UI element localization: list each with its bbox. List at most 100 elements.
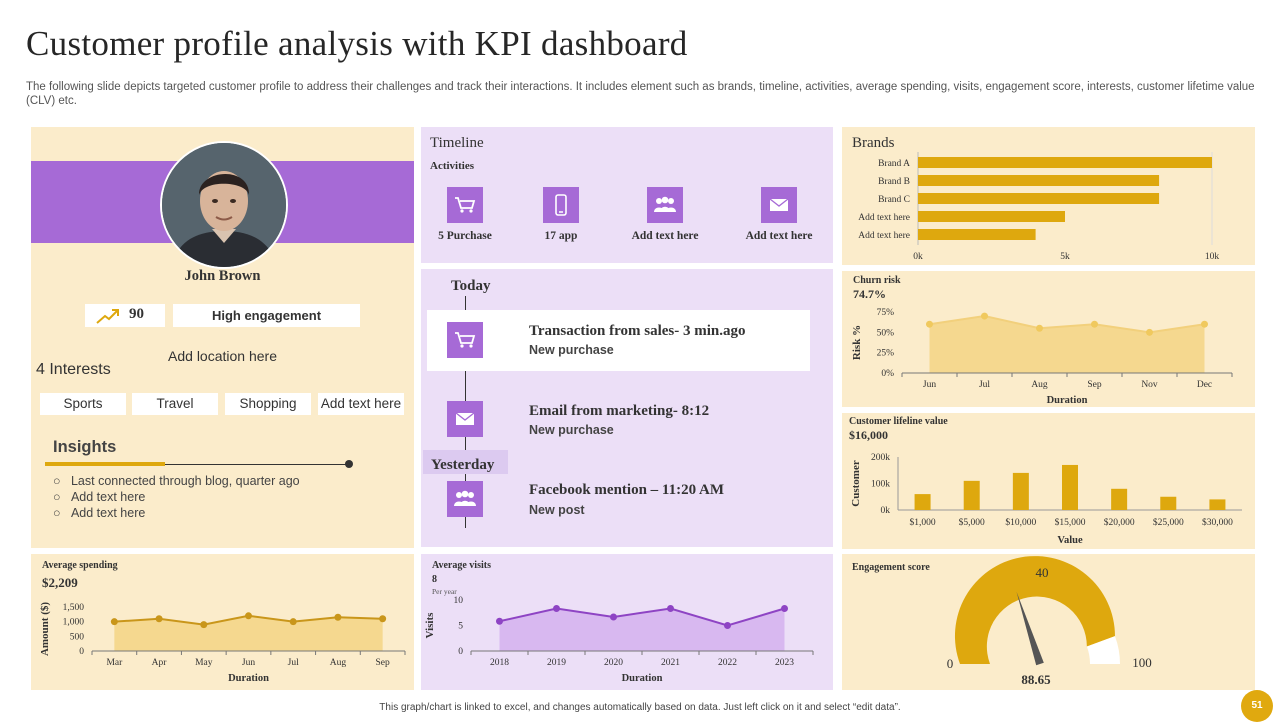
tick-label: 0k: [913, 252, 923, 262]
activity-icon-box[interactable]: [647, 187, 683, 223]
today-label: Today: [451, 278, 491, 294]
feed-item-subtitle: New purchase: [529, 343, 614, 357]
tick-label: May: [195, 658, 213, 668]
tick-label: Dec: [1197, 380, 1212, 390]
feed-item-highlight[interactable]: [427, 310, 810, 371]
tick-label: 100k: [871, 480, 890, 490]
location-text[interactable]: Add location here: [168, 348, 277, 364]
tick-label: 200k: [871, 453, 890, 463]
tick-label: 5: [458, 622, 463, 632]
visits-chart: Average visits 8 Per year 0 5 10 2018 2019 2020 2…: [424, 560, 814, 684]
bar: [918, 175, 1160, 186]
gauge-needle-label: 40: [1036, 565, 1049, 580]
insight-item: ○ Last connected through blog, quarter a…: [53, 474, 300, 488]
activity-label: 5 Purchase: [438, 230, 492, 242]
tick-label: 2021: [661, 658, 680, 668]
yesterday-label: Yesterday: [431, 457, 495, 473]
data-point: [155, 615, 163, 623]
chart-title: Customer lifeline value: [849, 416, 948, 427]
interests-title: 4 Interests: [36, 361, 111, 378]
axis-label: Amount ($): [39, 602, 51, 656]
mail-icon: [455, 412, 475, 425]
gauge-value-label: 88.65: [1021, 672, 1051, 687]
page-subtitle: The following slide depicts targeted cus…: [26, 81, 1255, 107]
chart-title: Average visits: [432, 560, 491, 571]
activity-icon-box[interactable]: [761, 187, 797, 223]
data-point: [334, 613, 342, 621]
activity-icon-box[interactable]: [543, 187, 579, 223]
data-point: [1036, 324, 1043, 332]
tick-label: 5k: [1060, 252, 1070, 262]
chart-title: Average spending: [42, 560, 118, 571]
tick-label: $15,000: [1055, 517, 1086, 528]
tick-label: 10: [454, 596, 464, 606]
gauge-max-label: 100: [1132, 655, 1152, 670]
chart-note: Per year: [432, 587, 457, 596]
tick-label: Jun: [923, 380, 936, 390]
feed-icon-box: [447, 401, 483, 437]
data-point: [379, 615, 387, 623]
tick-label: $10,000: [1005, 517, 1036, 528]
tick-label: 0%: [881, 369, 894, 379]
tick-label: Aug: [330, 658, 347, 668]
interest-chip[interactable]: Travel: [132, 393, 218, 415]
tick-label: 1,500: [63, 603, 85, 613]
activity-label: Add text here: [631, 230, 699, 242]
tick-label: 1,000: [63, 618, 85, 628]
bullet-circle-icon: ○: [53, 490, 71, 504]
bar: [1012, 472, 1029, 510]
activities-label: Activities: [430, 160, 474, 172]
score-value: 90: [129, 306, 144, 322]
data-point: [200, 621, 208, 629]
bar: [1111, 488, 1128, 510]
series-line: [929, 315, 1205, 334]
feed-icon-box: [447, 481, 483, 517]
chart-headline: $2,209: [42, 575, 78, 590]
category-label: Add text here: [858, 213, 910, 223]
tick-label: $5,000: [959, 517, 985, 528]
insight-text: Add text here: [70, 490, 146, 504]
interest-chip[interactable]: Shopping: [225, 393, 311, 415]
person-avatar-icon: [162, 143, 286, 267]
axis-label: Risk %: [851, 325, 863, 360]
interest-chip[interactable]: Sports: [40, 393, 126, 415]
clv-chart: Customer lifeline value$16,000 0k 100k 200k…: [849, 416, 1242, 546]
tick-label: 2022: [718, 658, 737, 668]
insights-title: Insights: [53, 438, 117, 456]
tick-label: Jul: [979, 380, 990, 390]
tick-label: Mar: [106, 658, 123, 668]
feed-item-subtitle: New post: [529, 503, 585, 517]
footer-note: This graph/chart is linked to excel, and…: [379, 702, 901, 713]
data-point: [926, 320, 933, 328]
tick-label: 0: [458, 647, 463, 657]
tick-label: 0: [79, 647, 84, 657]
data-point: [1201, 320, 1208, 328]
category-label: Brand B: [878, 177, 910, 187]
feed-item-title: Email from marketing- 8:12: [529, 403, 710, 419]
data-point: [245, 612, 252, 620]
bar: [1062, 464, 1078, 510]
tick-label: $30,000: [1202, 517, 1233, 528]
tick-label: 10k: [1205, 252, 1220, 262]
tick-label: Sep: [1087, 380, 1102, 390]
axis-label: Customer: [850, 460, 862, 507]
tick-label: $1,000: [910, 517, 936, 528]
tick-label: 50%: [877, 328, 895, 338]
cart-icon: [455, 197, 476, 213]
activity-icon-box[interactable]: [447, 187, 483, 223]
chart-headline: $16,000: [849, 428, 888, 442]
score-chip: 90: [85, 304, 165, 327]
area-fill: [114, 615, 383, 651]
avatar: [160, 141, 288, 269]
trend-up-icon: [96, 309, 119, 324]
interest-chip[interactable]: Add text here: [318, 393, 404, 415]
chart-headline: 8: [432, 574, 437, 585]
tick-label: Nov: [1141, 380, 1158, 390]
data-point: [496, 617, 503, 625]
data-point: [610, 613, 617, 621]
chart-title: Brands: [852, 135, 895, 151]
users-icon: [454, 490, 476, 506]
data-point: [667, 605, 674, 612]
